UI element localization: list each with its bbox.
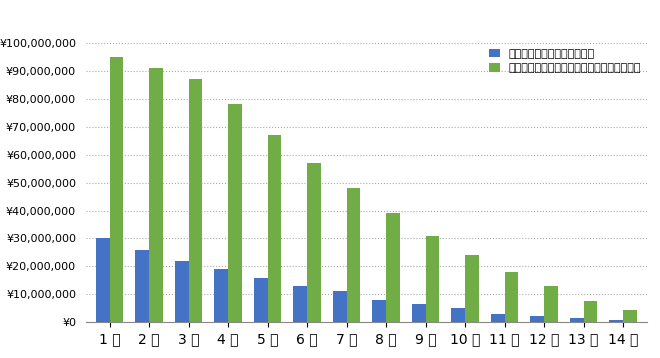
Bar	[110, 57, 123, 322]
Bar	[333, 291, 346, 322]
Bar	[491, 314, 505, 322]
Bar	[135, 250, 149, 322]
Bar	[623, 310, 637, 322]
Bar	[570, 318, 583, 322]
Bar	[149, 68, 163, 322]
Legend: 自賠責基準による支払限度額, 裁判所基準による慰謝料と逸失利益の合計額: 自賠責基準による支払限度額, 裁判所基準による慰謝料と逸失利益の合計額	[489, 49, 642, 73]
Bar	[228, 105, 242, 322]
Bar	[544, 286, 558, 322]
Bar	[189, 79, 203, 322]
Bar	[583, 301, 597, 322]
Bar	[426, 236, 440, 322]
Bar	[530, 316, 544, 322]
Bar	[412, 304, 426, 322]
Bar	[253, 277, 267, 322]
Bar	[214, 269, 228, 322]
Bar	[505, 272, 518, 322]
Bar	[609, 320, 623, 322]
Bar	[346, 188, 360, 322]
Bar	[465, 255, 479, 322]
Bar	[451, 308, 465, 322]
Bar	[293, 286, 307, 322]
Bar	[307, 163, 321, 322]
Bar	[96, 238, 110, 322]
Bar	[175, 261, 189, 322]
Bar	[372, 300, 386, 322]
Bar	[386, 213, 400, 322]
Bar	[267, 135, 281, 322]
